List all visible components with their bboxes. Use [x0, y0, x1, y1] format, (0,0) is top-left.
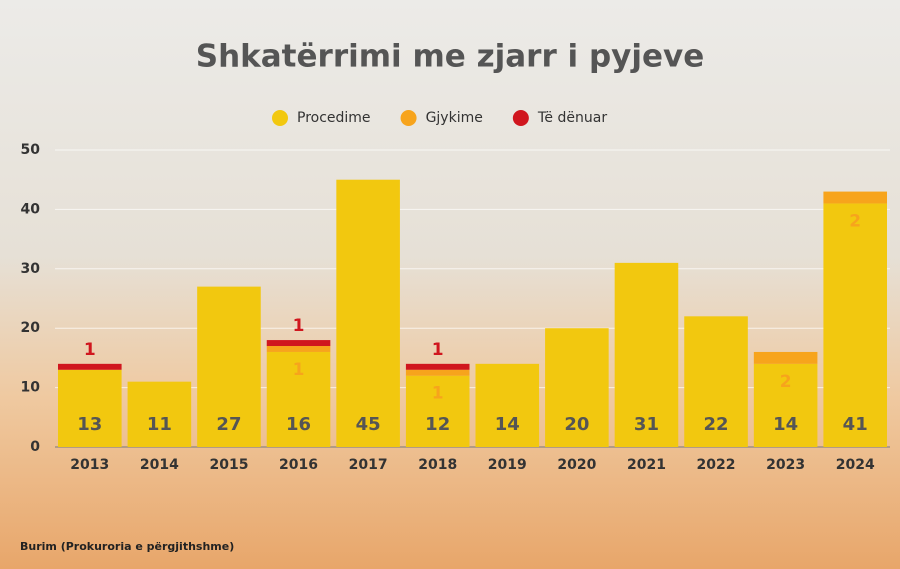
legend-marker	[272, 110, 288, 126]
x-tick-label: 2018	[418, 457, 457, 473]
x-tick-label: 2014	[140, 457, 179, 473]
value-label: 2	[849, 211, 861, 231]
value-label: 22	[704, 414, 729, 435]
legend-marker	[512, 110, 529, 126]
value-label: 1	[84, 340, 96, 360]
x-tick-label: 2022	[697, 457, 736, 473]
bar-segment	[266, 351, 331, 447]
x-tick-label: 2019	[488, 457, 527, 473]
bar-segment	[127, 381, 192, 447]
bar-segment	[197, 286, 261, 447]
value-label: 31	[634, 414, 659, 435]
value-label: 45	[356, 414, 381, 435]
bar-segment	[336, 179, 400, 447]
x-tick-label: 2024	[836, 457, 875, 473]
bar-segment	[58, 369, 122, 447]
value-label: 16	[286, 414, 311, 435]
value-label: 12	[425, 414, 450, 435]
bar-segment	[545, 328, 609, 447]
bar-segment	[475, 363, 540, 447]
value-label: 20	[564, 414, 589, 435]
value-label: 13	[77, 414, 102, 435]
bar-segment	[58, 363, 122, 370]
bar-segment	[684, 316, 748, 447]
bar-segment	[405, 369, 470, 376]
bar-segment	[614, 262, 679, 447]
x-tick-label: 2017	[349, 457, 388, 473]
value-label: 27	[216, 414, 241, 435]
value-label: 2	[780, 372, 792, 392]
y-tick-label: 20	[21, 320, 41, 336]
legend-label: Gjykime	[426, 110, 483, 126]
chart-title: Shkatërrimi me zjarr i pyjeve	[196, 39, 704, 75]
x-tick-label: 2016	[279, 457, 318, 473]
value-label: 1	[432, 384, 444, 404]
source: Burim (Prokuroria e përgjithshme)	[20, 540, 234, 553]
bar-segment	[823, 203, 887, 447]
bar-segment	[266, 340, 331, 347]
legend-label: Procedime	[297, 110, 371, 126]
bar-segment	[753, 351, 818, 364]
bar-segment	[823, 191, 887, 204]
value-label: 11	[147, 414, 172, 435]
value-label: 1	[293, 360, 305, 380]
legend-label: Të dënuar	[537, 110, 607, 126]
y-tick-label: 50	[21, 142, 41, 158]
x-tick-label: 2020	[557, 457, 596, 473]
x-tick-label: 2013	[70, 457, 109, 473]
y-tick-label: 0	[30, 439, 40, 455]
value-label: 1	[293, 316, 305, 336]
y-tick-label: 30	[21, 261, 41, 277]
y-tick-label: 10	[21, 380, 41, 396]
value-label: 14	[495, 414, 520, 435]
x-tick-label: 2021	[627, 457, 666, 473]
bar-segment	[405, 363, 470, 370]
legend-marker	[400, 110, 417, 126]
x-tick-label: 2023	[766, 457, 805, 473]
bar-segment	[753, 363, 818, 447]
value-label: 41	[843, 414, 868, 435]
bar-segment	[266, 346, 331, 352]
value-label: 1	[432, 340, 444, 360]
value-label: 14	[773, 414, 798, 435]
bar-segment	[405, 375, 470, 447]
y-tick-label: 40	[21, 201, 41, 217]
x-tick-label: 2015	[209, 457, 248, 473]
